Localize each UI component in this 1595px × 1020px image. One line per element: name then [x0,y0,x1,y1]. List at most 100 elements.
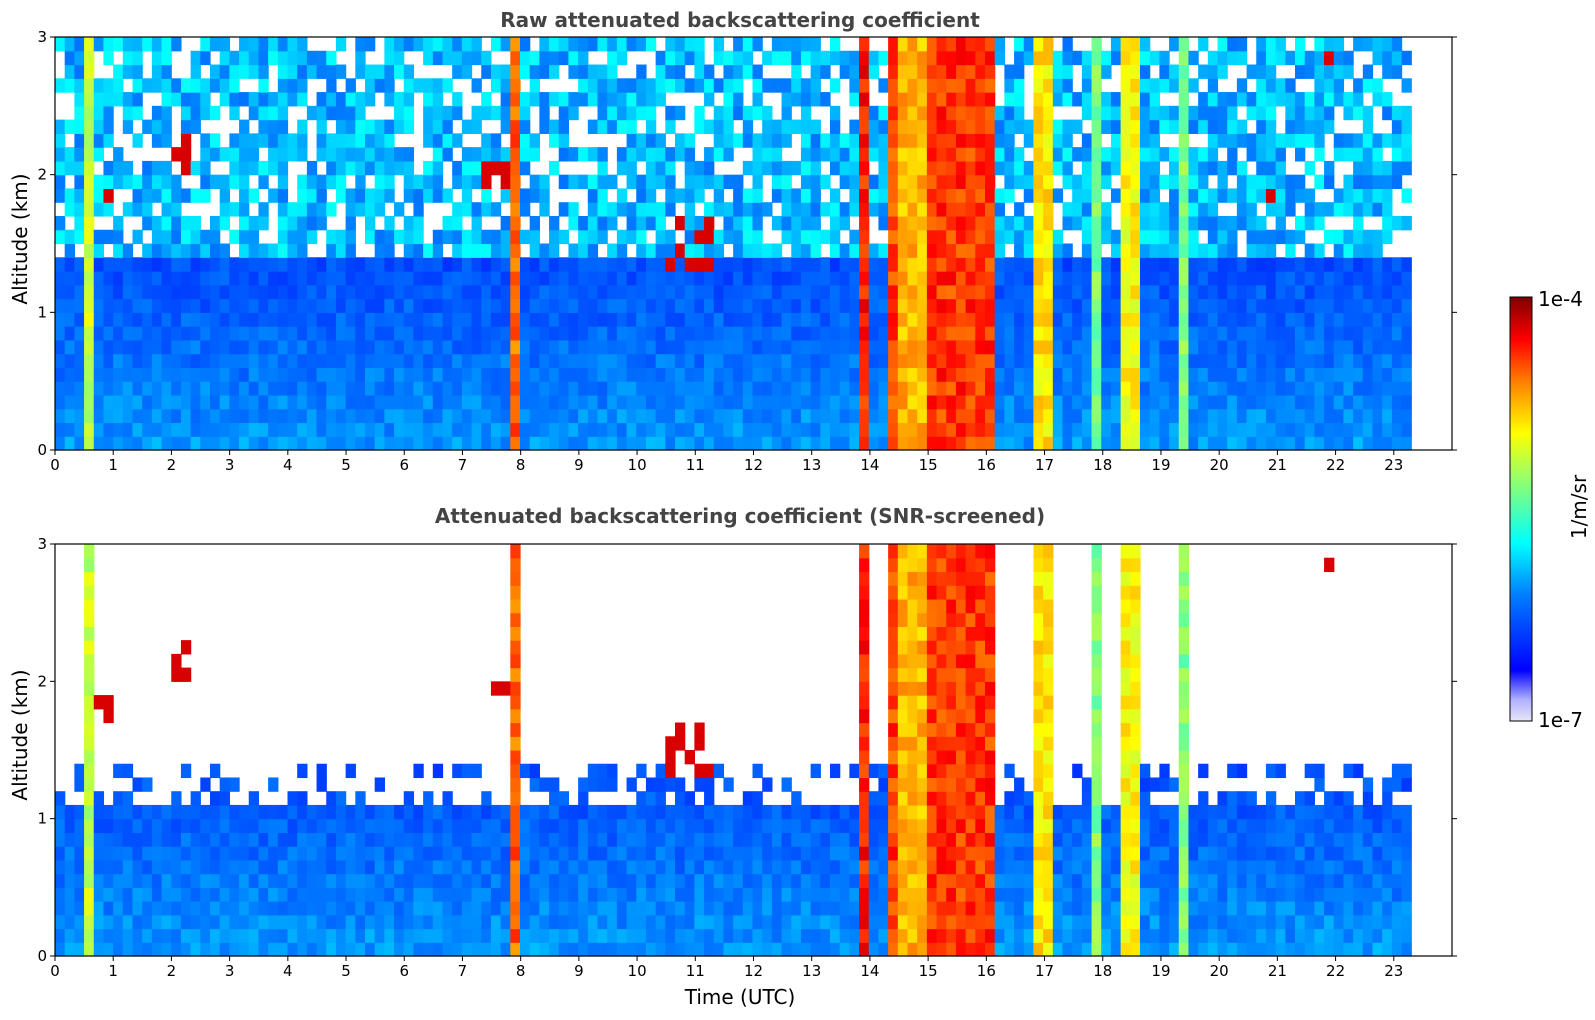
heatmap-cell [442,832,453,847]
heatmap-cell [510,722,521,737]
heatmap-cell [248,832,260,847]
heatmap-cell [384,78,395,93]
heatmap-cell [1072,119,1083,134]
heatmap-cell [587,257,599,272]
heatmap-cell [413,78,424,93]
heatmap-cell [268,901,279,916]
heatmap-cell [423,271,434,286]
heatmap-cell [306,422,318,437]
heatmap-cell [907,160,918,176]
heatmap-cell [500,353,511,368]
heatmap-cell [704,119,715,134]
heatmap-cell [239,147,250,162]
heatmap-cell [655,160,666,176]
heatmap-cell [733,928,744,943]
heatmap-cell [1169,202,1180,217]
heatmap-cell [820,818,831,833]
heatmap-cell [1382,394,1393,410]
heatmap-cell [665,928,676,943]
heatmap-cell [84,64,95,79]
heatmap-cell [839,859,850,875]
heatmap-cell [849,832,860,847]
heatmap-cell [345,229,356,245]
heatmap-cell [529,408,540,424]
heatmap-cell [897,846,909,861]
heatmap-cell [975,147,986,162]
heatmap-cell [132,105,143,121]
heatmap-cell [1072,436,1083,451]
heatmap-cell [626,284,637,300]
heatmap-cell [1033,257,1044,272]
heatmap-cell [55,832,66,847]
y-tick-label: 1 [37,303,47,321]
heatmap-cell [684,133,695,148]
heatmap-cell [897,777,909,792]
heatmap-cell [277,257,289,272]
heatmap-cell [626,271,637,286]
heatmap-cell [897,92,909,107]
heatmap-cell [1285,78,1296,93]
heatmap-cell [490,326,502,341]
heatmap-cell [1033,119,1044,134]
heatmap-cell [549,326,560,341]
heatmap-cell [442,436,453,451]
heatmap-cell [1169,353,1180,368]
heatmap-cell [1101,367,1112,382]
heatmap-cell [1362,37,1374,52]
heatmap-cell [1130,353,1141,368]
heatmap-cell [1072,257,1083,272]
heatmap-cell [113,832,124,847]
heatmap-cell [423,339,434,355]
heatmap-cell [1382,312,1393,327]
heatmap-cell [258,914,269,930]
heatmap-cell [1217,381,1228,396]
heatmap-cell [616,394,628,410]
heatmap-cell [859,626,870,641]
heatmap-cell [1256,257,1267,272]
heatmap-cell [335,133,347,148]
heatmap-cell [423,243,434,258]
heatmap-cell [510,750,521,765]
heatmap-cell [917,339,928,355]
heatmap-cell [287,133,298,148]
heatmap-cell [93,394,105,410]
heatmap-cell [287,92,298,107]
heatmap-cell [839,846,850,861]
heatmap-cell [1314,353,1325,368]
heatmap-cell [1091,174,1102,190]
plot-area [54,36,1453,451]
heatmap-cell [1169,215,1180,231]
heatmap-cell [84,914,95,930]
heatmap-cell [878,284,889,300]
heatmap-cell [713,105,725,121]
heatmap-cell [190,394,201,410]
heatmap-cell [510,119,521,134]
heatmap-cell [481,92,492,107]
heatmap-cell [239,215,250,231]
heatmap-cell [335,859,347,875]
heatmap-cell [500,381,511,396]
heatmap-cell [258,408,269,424]
heatmap-cell [306,887,318,902]
heatmap-cell [1382,64,1393,79]
heatmap-cell [975,188,986,203]
heatmap-cell [1372,381,1383,396]
heatmap-cell [1140,119,1151,134]
heatmap-cell [810,312,821,327]
heatmap-cell [103,284,114,300]
heatmap-cell [1275,271,1286,286]
heatmap-cell [277,381,289,396]
heatmap-cell [248,339,260,355]
heatmap-cell [1353,160,1364,176]
heatmap-cell [897,243,909,258]
heatmap-cell [316,353,327,368]
heatmap-cell [510,367,521,382]
heatmap-cell [626,174,637,190]
heatmap-cell [675,873,686,888]
heatmap-cell [1101,339,1112,355]
heatmap-cell [713,942,725,957]
heatmap-cell [84,257,95,272]
heatmap-cell [655,215,666,231]
heatmap-cell [994,353,1005,368]
heatmap-cell [200,381,211,396]
